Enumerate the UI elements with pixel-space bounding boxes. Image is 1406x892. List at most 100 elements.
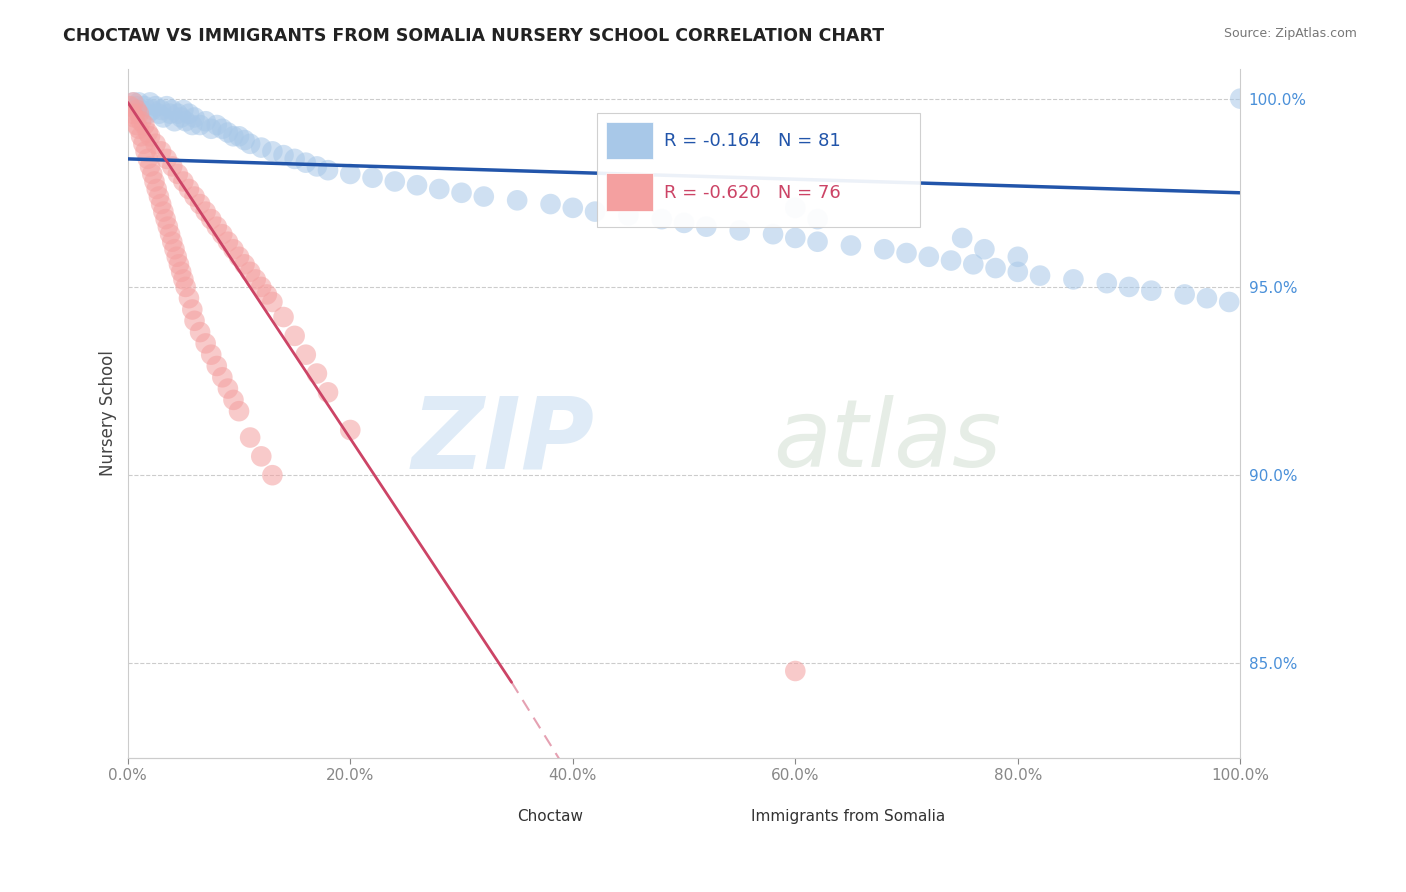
- Point: [124, 111, 146, 125]
- Point: [125, 99, 148, 113]
- Point: [305, 367, 328, 381]
- Point: [561, 201, 583, 215]
- Point: [506, 194, 529, 208]
- Point: [122, 95, 145, 110]
- Point: [250, 280, 273, 294]
- Point: [136, 126, 159, 140]
- Point: [170, 265, 193, 279]
- Point: [194, 114, 217, 128]
- Point: [172, 103, 194, 117]
- Point: [148, 106, 170, 120]
- Point: [150, 197, 173, 211]
- Point: [155, 212, 177, 227]
- Point: [1029, 268, 1052, 283]
- Text: Choctaw: Choctaw: [517, 809, 583, 823]
- Point: [200, 348, 222, 362]
- Point: [406, 178, 429, 193]
- Point: [1174, 287, 1197, 301]
- Point: [728, 223, 751, 237]
- Point: [450, 186, 472, 200]
- Point: [785, 664, 807, 678]
- Point: [284, 152, 307, 166]
- Point: [1195, 291, 1218, 305]
- Point: [339, 167, 361, 181]
- Point: [1007, 265, 1029, 279]
- Point: [384, 174, 406, 188]
- Point: [166, 106, 188, 120]
- Point: [162, 160, 184, 174]
- Point: [150, 145, 173, 159]
- Point: [134, 118, 156, 132]
- Point: [139, 160, 162, 174]
- Point: [205, 219, 228, 234]
- Point: [145, 182, 167, 196]
- Point: [294, 155, 316, 169]
- Point: [294, 348, 316, 362]
- Point: [125, 103, 148, 117]
- Point: [174, 280, 197, 294]
- Point: [172, 174, 194, 188]
- Point: [174, 114, 197, 128]
- Point: [284, 329, 307, 343]
- FancyBboxPatch shape: [467, 793, 509, 831]
- Point: [163, 242, 186, 256]
- Point: [152, 204, 174, 219]
- Point: [233, 133, 256, 147]
- Point: [873, 242, 896, 256]
- Point: [135, 145, 157, 159]
- Point: [984, 261, 1007, 276]
- Point: [166, 250, 188, 264]
- Text: Source: ZipAtlas.com: Source: ZipAtlas.com: [1223, 27, 1357, 40]
- Point: [139, 95, 162, 110]
- Point: [128, 95, 150, 110]
- Point: [150, 103, 173, 117]
- Point: [129, 103, 152, 117]
- Point: [256, 287, 278, 301]
- Point: [651, 212, 673, 227]
- Point: [118, 99, 141, 113]
- Point: [183, 189, 205, 203]
- Point: [239, 431, 262, 445]
- Point: [785, 201, 807, 215]
- Point: [316, 385, 339, 400]
- Point: [170, 111, 193, 125]
- Point: [222, 242, 245, 256]
- Point: [1007, 250, 1029, 264]
- Point: [1140, 284, 1163, 298]
- Point: [250, 140, 273, 154]
- Point: [339, 423, 361, 437]
- Point: [159, 106, 181, 120]
- Point: [205, 118, 228, 132]
- Point: [145, 99, 167, 113]
- Point: [172, 272, 194, 286]
- Point: [361, 170, 384, 185]
- Point: [211, 370, 233, 384]
- Point: [316, 163, 339, 178]
- Point: [973, 242, 995, 256]
- Point: [162, 235, 184, 249]
- Point: [617, 208, 640, 222]
- Point: [188, 118, 211, 132]
- Point: [128, 106, 150, 120]
- Point: [200, 212, 222, 227]
- Point: [239, 265, 262, 279]
- Point: [1062, 272, 1084, 286]
- Point: [250, 450, 273, 464]
- Point: [162, 103, 184, 117]
- Point: [141, 167, 163, 181]
- Text: atlas: atlas: [773, 395, 1001, 486]
- Point: [540, 197, 562, 211]
- Point: [839, 238, 862, 252]
- Point: [1229, 92, 1251, 106]
- Point: [128, 121, 150, 136]
- Point: [222, 129, 245, 144]
- Point: [129, 129, 152, 144]
- Point: [228, 129, 250, 144]
- Point: [273, 310, 295, 324]
- Point: [217, 126, 239, 140]
- Point: [188, 325, 211, 339]
- Point: [262, 145, 284, 159]
- Point: [132, 136, 155, 151]
- Point: [177, 182, 200, 196]
- Text: R = -0.164   N = 81: R = -0.164 N = 81: [664, 132, 841, 150]
